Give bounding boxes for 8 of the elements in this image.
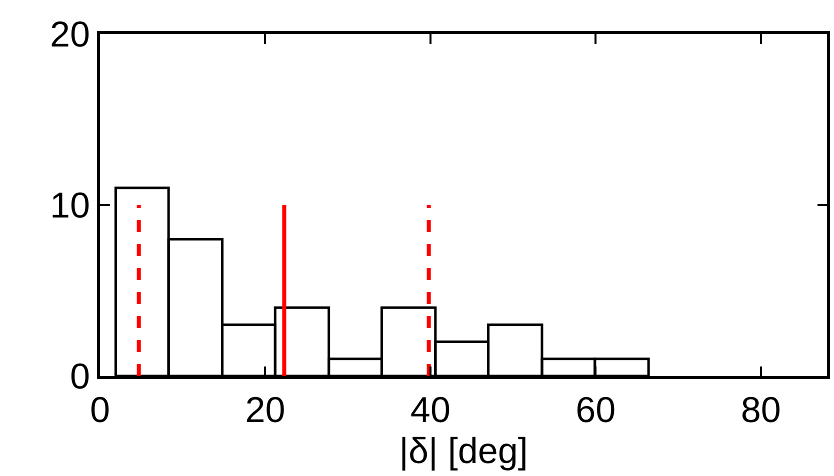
x-tick-label: 80 — [740, 388, 781, 430]
y-tick-label: 20 — [50, 14, 90, 55]
x-tick-label: 40 — [410, 388, 450, 430]
x-axis-title: |δ| [deg] — [399, 430, 528, 471]
x-tick-label: 60 — [576, 388, 616, 430]
y-tick-label: 0 — [70, 356, 90, 397]
y-tick-label: 10 — [50, 184, 90, 226]
x-tick-label: 20 — [245, 388, 286, 430]
